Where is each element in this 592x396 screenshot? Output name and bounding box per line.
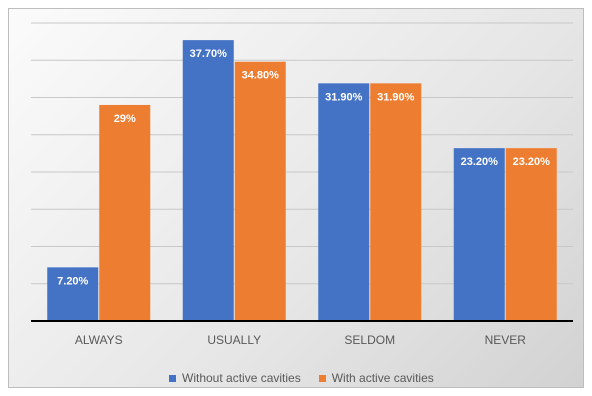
data-label: 23.20%: [461, 156, 499, 168]
bar-chart: 7.20% 29% ALWAYS 37.70% 34.80% USUALLY 31.90% 3…: [31, 22, 573, 347]
legend: Without active cavities With active cavi…: [169, 367, 434, 387]
data-label: 7.20%: [57, 275, 88, 287]
bar-with-usually: [234, 61, 286, 322]
category-label: ALWAYS: [75, 333, 123, 347]
data-label: 37.70%: [190, 48, 228, 60]
legend-item-without: Without active cavities: [169, 371, 301, 385]
legend-swatch-without: [169, 374, 176, 382]
data-label: 29%: [114, 113, 136, 125]
bar-with-never: [505, 148, 557, 321]
category-label: NEVER: [485, 333, 527, 347]
data-label: 34.80%: [242, 70, 280, 82]
bar-with-seldom: [370, 83, 422, 321]
chart-frame: 7.20% 29% ALWAYS 37.70% 34.80% USUALLY 31.90% 3…: [8, 8, 584, 388]
category-label: USUALLY: [207, 333, 261, 347]
bar-without-seldom: [318, 83, 370, 321]
legend-label-with: With active cavities: [331, 371, 434, 385]
data-label: 31.90%: [325, 91, 363, 103]
data-label: 23.20%: [513, 156, 551, 168]
bar-without-usually: [182, 40, 234, 321]
category-label: SELDOM: [344, 333, 395, 347]
data-label: 31.90%: [377, 91, 415, 103]
legend-item-with: With active cavities: [318, 371, 434, 385]
legend-swatch-with: [318, 374, 326, 382]
legend-label-without: Without active cavities: [182, 371, 301, 385]
bar-with-always: [99, 104, 151, 321]
bar-without-always: [47, 267, 99, 321]
bar-without-never: [453, 148, 505, 321]
